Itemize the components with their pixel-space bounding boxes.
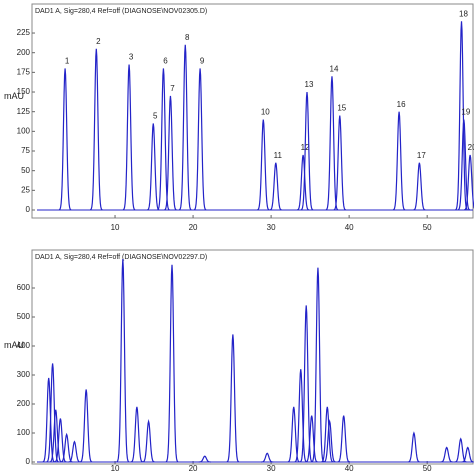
y-tick-label: 25: [21, 185, 30, 194]
peak: [165, 264, 179, 463]
peak: [142, 419, 155, 463]
x-tick-label: 50: [423, 223, 432, 232]
y-tick-label: 300: [17, 370, 31, 379]
peak: [269, 162, 282, 211]
peak: [147, 123, 160, 211]
peak-label: 11: [274, 151, 283, 160]
peak: [325, 76, 339, 211]
peak: [463, 154, 474, 211]
peak-label: 9: [200, 57, 205, 66]
peak-label: 18: [459, 9, 468, 18]
x-tick-label: 20: [189, 223, 198, 232]
peak-label: 17: [417, 151, 426, 160]
peak: [42, 377, 55, 463]
peak-label: 6: [163, 57, 168, 66]
peak: [305, 415, 318, 463]
x-tick-label: 40: [345, 223, 354, 232]
y-axis-label: mAU: [4, 340, 24, 350]
peak-label: 8: [185, 33, 190, 42]
peak: [457, 119, 471, 211]
y-tick-label: 175: [17, 67, 31, 76]
peak-label: 16: [397, 100, 406, 109]
y-tick-label: 225: [17, 28, 31, 37]
peak-label: 3: [129, 53, 134, 62]
y-axis-label: mAU: [4, 91, 24, 101]
peak-label: 13: [305, 80, 314, 89]
peak: [164, 95, 177, 211]
x-tick-label: 20: [189, 464, 198, 473]
peak: [455, 21, 468, 211]
peak-label: 7: [170, 84, 175, 93]
peak-label: 15: [337, 104, 346, 113]
peak: [296, 154, 310, 211]
peak-label: 14: [330, 64, 339, 73]
peak: [287, 406, 300, 463]
peak-label: 10: [261, 108, 270, 117]
peak: [49, 409, 62, 463]
peak: [261, 452, 274, 463]
peak-label: 1: [65, 57, 70, 66]
panel-title: DAD1 A, Sig=280,4 Ref=off (DIAGNOSE\NOV0…: [35, 8, 207, 15]
peak: [294, 369, 307, 463]
y-tick-label: 100: [17, 126, 31, 135]
peak: [193, 68, 207, 211]
peak: [122, 64, 136, 211]
peak-label: 20: [468, 143, 474, 152]
peak: [54, 418, 67, 463]
y-tick-label: 200: [17, 48, 31, 57]
peak-label: 19: [461, 108, 470, 117]
x-tick-label: 10: [111, 464, 120, 473]
y-tick-label: 500: [17, 312, 31, 321]
peak-label: 2: [96, 37, 101, 46]
y-tick-label: 150: [17, 87, 31, 96]
peak: [333, 115, 346, 211]
peak: [321, 406, 334, 463]
peak: [257, 119, 270, 211]
peak: [130, 406, 144, 463]
peak: [300, 91, 314, 211]
peak: [79, 389, 93, 463]
peak-label: 5: [153, 112, 158, 121]
peak: [68, 440, 81, 463]
peak: [157, 68, 170, 211]
y-tick-label: 75: [21, 146, 30, 155]
y-tick-label: 200: [17, 399, 31, 408]
peak: [440, 446, 453, 463]
x-tick-label: 50: [423, 464, 432, 473]
peak: [198, 455, 211, 463]
peak: [226, 334, 240, 463]
y-tick-label: 125: [17, 107, 31, 116]
peak: [413, 162, 426, 211]
peak: [461, 446, 474, 463]
y-tick-label: 600: [17, 283, 31, 292]
y-tick-label: 0: [26, 457, 31, 466]
peak: [407, 431, 420, 463]
peak: [299, 305, 313, 463]
x-tick-label: 40: [345, 464, 354, 473]
y-tick-label: 50: [21, 166, 30, 175]
peak: [90, 48, 103, 211]
peak: [311, 267, 325, 463]
panel-title: DAD1 A, Sig=280,4 Ref=off (DIAGNOSE\NOV0…: [35, 254, 207, 261]
peak: [178, 44, 192, 211]
y-tick-label: 100: [17, 428, 31, 437]
x-tick-label: 30: [267, 464, 276, 473]
peak: [337, 415, 350, 463]
x-tick-label: 10: [111, 223, 120, 232]
peak: [323, 419, 336, 463]
plot-frame: [31, 249, 474, 465]
peak: [392, 111, 406, 211]
peak: [58, 68, 72, 211]
y-tick-label: 0: [26, 205, 31, 214]
peak: [116, 258, 130, 463]
y-tick-label: 400: [17, 341, 31, 350]
plot-frame: [31, 3, 474, 219]
x-tick-label: 30: [267, 223, 276, 232]
